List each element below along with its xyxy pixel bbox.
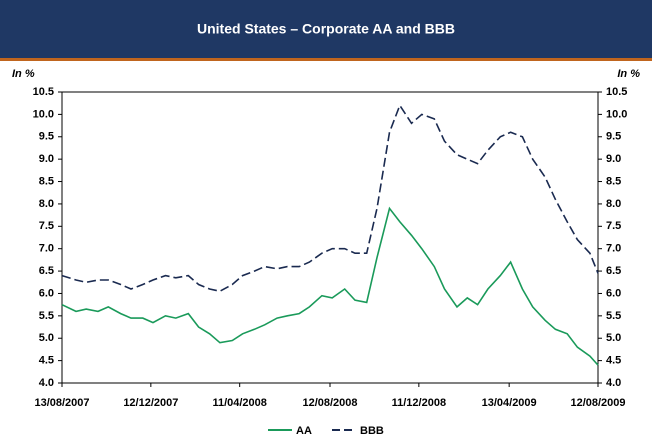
y2-tick-label: 8.5 <box>606 175 621 187</box>
series-line <box>61 103 599 293</box>
legend-label: AA <box>296 425 312 437</box>
y2-tick-label: 10.0 <box>606 108 627 120</box>
x-tick-label: 12/08/2008 <box>302 397 357 409</box>
y-tick-label: 8.5 <box>39 175 54 187</box>
y2-tick-label: 10.5 <box>606 86 627 98</box>
y2-tick-label: 9.5 <box>606 131 621 143</box>
y-tick-label: 10.5 <box>33 86 54 98</box>
y2-tick-label: 4.0 <box>606 377 621 389</box>
y-tick-label: 7.0 <box>39 243 54 255</box>
x-tick-label: 12/08/2009 <box>570 397 625 409</box>
y2-tick-label: 5.5 <box>606 310 621 322</box>
y-tick-label: 9.0 <box>39 153 54 165</box>
x-tick-label: 11/12/2008 <box>392 397 446 409</box>
y2-tick-label: 6.5 <box>606 265 621 277</box>
y-tick-label: 6.0 <box>39 287 54 299</box>
y-tick-label: 6.5 <box>39 265 54 277</box>
y-tick-label: 7.5 <box>39 220 54 232</box>
y2-axis-label: In % <box>617 68 640 80</box>
y-tick-label: 4.0 <box>39 377 54 389</box>
chart-title: United States – Corporate AA and BBB <box>197 21 455 37</box>
x-tick-label: 12/12/2007 <box>123 397 178 409</box>
y-tick-label: 9.5 <box>39 131 54 143</box>
y-axis-label: In % <box>12 68 35 80</box>
x-tick-label: 13/08/2007 <box>34 397 89 409</box>
y-tick-label: 4.5 <box>39 355 54 367</box>
plot-frame <box>61 91 599 384</box>
x-tick-label: 13/04/2009 <box>482 397 537 409</box>
y-tick-label: 5.0 <box>39 332 54 344</box>
title-rule <box>0 58 652 61</box>
y2-tick-label: 7.5 <box>606 220 621 232</box>
y2-tick-label: 5.0 <box>606 332 621 344</box>
y2-tick-label: 7.0 <box>606 243 621 255</box>
series-line <box>61 206 599 366</box>
y2-tick-label: 8.0 <box>606 198 621 210</box>
y2-tick-label: 6.0 <box>606 287 621 299</box>
y2-tick-label: 4.5 <box>606 355 621 367</box>
title-bar <box>0 0 652 58</box>
y-tick-label: 10.0 <box>33 108 54 120</box>
x-tick-label: 11/04/2008 <box>212 397 266 409</box>
legend-label: BBB <box>360 425 384 437</box>
y2-tick-label: 9.0 <box>606 153 621 165</box>
y-tick-label: 5.5 <box>39 310 54 322</box>
y-tick-label: 8.0 <box>39 198 54 210</box>
